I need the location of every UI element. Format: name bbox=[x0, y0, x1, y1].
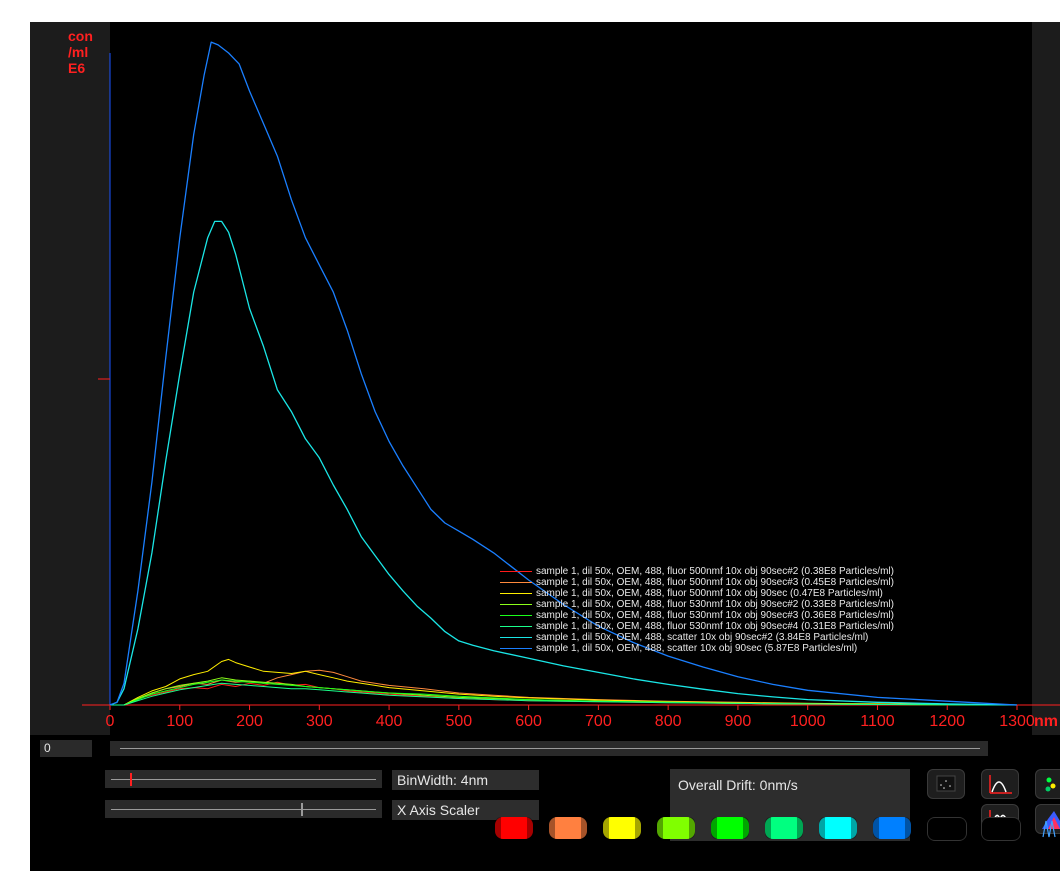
series-color-button-6[interactable] bbox=[765, 817, 803, 839]
x-tick-label-800: 800 bbox=[655, 713, 682, 730]
nta-viewer-window: con /ml E6 0 100 200 300 400 500 600 700 800 900 1… bbox=[30, 22, 1060, 871]
x-tick-label-500: 500 bbox=[445, 713, 472, 730]
series-color-button-8[interactable] bbox=[873, 817, 911, 839]
x-tick-label-300: 300 bbox=[306, 713, 333, 730]
legend-swatch bbox=[500, 615, 532, 616]
legend-swatch bbox=[500, 604, 532, 605]
legend-label: sample 1, dil 50x, OEM, 488, fluor 500nm… bbox=[536, 566, 894, 577]
scatter-dots-icon bbox=[936, 775, 956, 792]
series-color-button-2[interactable] bbox=[549, 817, 587, 839]
x-tick-label-0: 0 bbox=[106, 713, 115, 730]
scatter-plot-view-button[interactable] bbox=[927, 769, 965, 799]
x-tick-label-1300: 1300 bbox=[999, 713, 1035, 730]
waveform-icon bbox=[1042, 817, 1060, 839]
x-tick-label-600: 600 bbox=[515, 713, 542, 730]
color-scatter-icon bbox=[1045, 777, 1056, 792]
right-margin-strip bbox=[1032, 22, 1060, 735]
legend-swatch bbox=[500, 648, 532, 649]
x-tick-label-700: 700 bbox=[585, 713, 612, 730]
bin-width-slider-thumb[interactable] bbox=[130, 773, 132, 786]
x-tick-label-100: 100 bbox=[166, 713, 193, 730]
x-tick-label-1000: 1000 bbox=[790, 713, 826, 730]
distribution-curve-button[interactable] bbox=[981, 769, 1019, 799]
x-axis-scaler-label: X Axis Scaler bbox=[392, 800, 539, 820]
bin-width-label: BinWidth: 4nm bbox=[392, 770, 539, 790]
timeline-scrollbar[interactable] bbox=[110, 741, 988, 756]
legend-swatch bbox=[500, 626, 532, 627]
position-field[interactable]: 0 bbox=[40, 740, 92, 757]
series-line-3 bbox=[110, 658, 1018, 706]
y-unit-label-e6: E6 bbox=[68, 60, 86, 76]
series-line-7 bbox=[109, 220, 1018, 706]
series-color-button-3[interactable] bbox=[603, 817, 641, 839]
series-line-2 bbox=[110, 669, 1018, 706]
x-tick-label-900: 900 bbox=[725, 713, 752, 730]
left-margin-strip bbox=[30, 22, 110, 735]
legend-label: sample 1, dil 50x, OEM, 488, scatter 10x… bbox=[536, 632, 869, 643]
x-tick-label-400: 400 bbox=[376, 713, 403, 730]
bell-curve-icon bbox=[989, 775, 1012, 794]
y-unit-label-ml: /ml bbox=[68, 44, 89, 60]
series-color-button-5[interactable] bbox=[711, 817, 749, 839]
x-axis-scaler-thumb[interactable] bbox=[301, 803, 303, 816]
legend-label: sample 1, dil 50x, OEM, 488, fluor 500nm… bbox=[536, 577, 894, 588]
drift-label: Overall Drift: 0nm/s bbox=[678, 777, 798, 793]
color-scatter-button[interactable] bbox=[1035, 769, 1060, 799]
bin-width-slider[interactable] bbox=[105, 770, 382, 788]
size-distribution-chart: 0 100 200 300 400 500 600 700 800 900 1000 1100 1200… bbox=[82, 41, 1060, 730]
legend-label: sample 1, dil 50x, OEM, 488, fluor 530nm… bbox=[536, 610, 894, 621]
legend-swatch bbox=[500, 582, 532, 583]
legend-label: sample 1, dil 50x, OEM, 488, fluor 500nm… bbox=[536, 588, 883, 599]
legend-swatch bbox=[500, 637, 532, 638]
x-axis-scaler-slider[interactable] bbox=[105, 800, 382, 818]
series-line-8 bbox=[109, 41, 1018, 706]
x-tick-label-1200: 1200 bbox=[929, 713, 965, 730]
series-color-button-1[interactable] bbox=[495, 817, 533, 839]
legend-label: sample 1, dil 50x, OEM, 488, fluor 530nm… bbox=[536, 621, 894, 632]
series-color-button-4[interactable] bbox=[657, 817, 695, 839]
legend-label: sample 1, dil 50x, OEM, 488, fluor 530nm… bbox=[536, 599, 894, 610]
x-unit-label: nm bbox=[1034, 713, 1058, 730]
legend-swatch bbox=[500, 571, 532, 572]
series-color-button-9[interactable] bbox=[927, 817, 967, 841]
series-line-6 bbox=[110, 682, 1018, 706]
y-unit-label-con: con bbox=[68, 28, 93, 44]
x-tick-label-200: 200 bbox=[236, 713, 263, 730]
legend-swatch bbox=[500, 593, 532, 594]
x-tick-label-1100: 1100 bbox=[860, 713, 895, 730]
series-color-button-7[interactable] bbox=[819, 817, 857, 839]
legend-label: sample 1, dil 50x, OEM, 488, scatter 10x… bbox=[536, 643, 858, 654]
series-color-button-10[interactable] bbox=[981, 817, 1021, 841]
